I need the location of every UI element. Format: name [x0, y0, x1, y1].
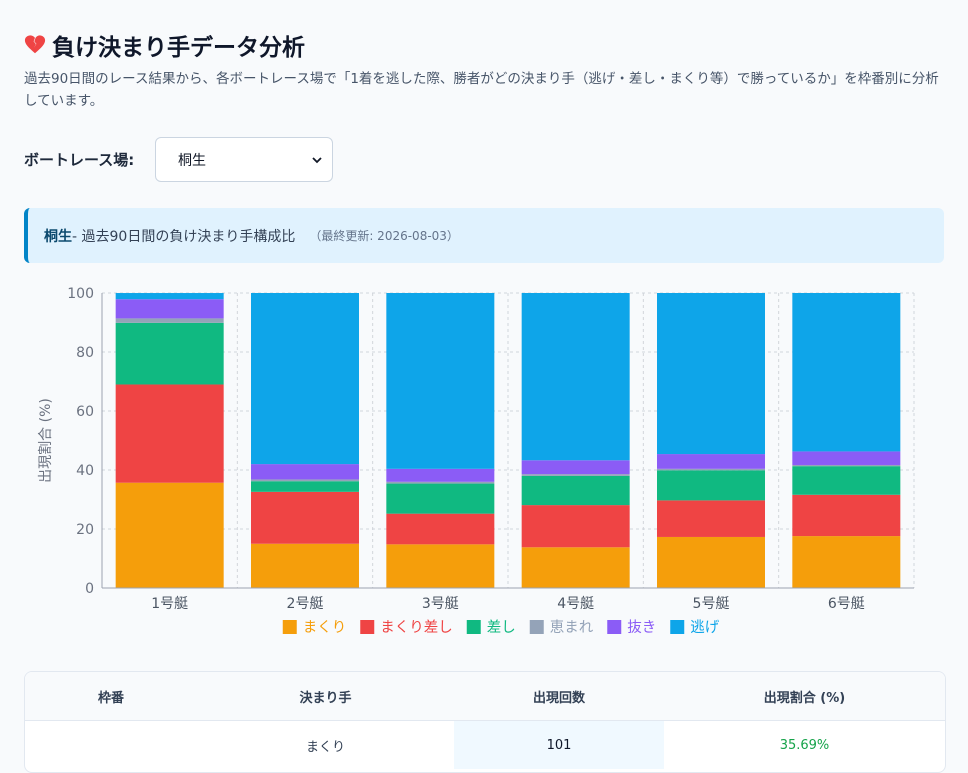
- venue-selector: ボートレース場: 桐生: [24, 137, 333, 182]
- stacked-bar-chart: 0 20 40 60 80 100 1号艇 2号艇 3号艇 4号艇 5号艇 6号艇 出現割合 (%) まく…: [37, 286, 915, 636]
- bar-segment: [792, 464, 901, 467]
- legend-swatch: [360, 620, 375, 634]
- legend-label: 逃げ: [690, 619, 719, 636]
- y-tick-label: 80: [76, 345, 94, 361]
- y-tick-label: 0: [85, 581, 94, 597]
- bar-segment: [521, 547, 630, 588]
- venue-select-value: 桐生: [178, 152, 206, 169]
- bar-segment: [115, 482, 224, 588]
- legend-label: まくり: [303, 620, 347, 636]
- bar-segment: [657, 454, 765, 469]
- legend-swatch: [670, 620, 685, 634]
- bar-segment: [386, 293, 495, 469]
- bar-segment: [251, 491, 359, 544]
- y-tick-label: 20: [76, 522, 94, 538]
- bar-segment: [386, 544, 495, 588]
- kimarite-table-card: 枠番 決まり手 出現回数 出現割合 (%) まくり 101 35.69%: [24, 671, 946, 773]
- bar-segment: [521, 474, 630, 476]
- legend-swatch: [466, 620, 481, 634]
- bar-segment: [521, 460, 630, 475]
- bar-segment: [251, 293, 359, 465]
- bar-segment: [657, 500, 765, 537]
- x-tick-label: 5号艇: [693, 596, 730, 612]
- page-title: 負け決まり手データ分析: [52, 35, 305, 61]
- summary-venue: 桐生: [44, 228, 72, 245]
- bar-segment: [657, 293, 765, 455]
- legend-label: 恵まれ: [550, 619, 594, 636]
- y-tick-label: 40: [76, 463, 94, 479]
- kimarite-table: 枠番 決まり手 出現回数 出現割合 (%) まくり 101 35.69%: [25, 672, 945, 769]
- bar-segment: [386, 513, 495, 545]
- bar-segment: [792, 536, 901, 588]
- bar-segment: [115, 299, 224, 319]
- x-tick-label: 6号艇: [828, 596, 865, 612]
- legend-swatch: [529, 620, 544, 634]
- chevron-down-icon: [312, 156, 322, 163]
- col-header-waku: 枠番: [25, 672, 197, 721]
- legend-swatch: [282, 620, 297, 634]
- kimarite-chart: 0 20 40 60 80 100 1号艇 2号艇 3号艇 4号艇 5号艇 6号艇 出現割合 (%) まく…: [24, 275, 944, 645]
- bar-segment: [521, 475, 630, 506]
- bar-segment: [251, 481, 359, 492]
- bar-segment: [521, 505, 630, 548]
- y-axis-label: 出現割合 (%): [37, 398, 54, 483]
- y-tick-label: 60: [76, 404, 94, 420]
- legend-label: 抜き: [627, 619, 656, 636]
- x-tick-label: 4号艇: [557, 596, 594, 612]
- bar-segment: [386, 483, 495, 514]
- col-header-count: 出現回数: [454, 672, 664, 721]
- bar-segment: [792, 494, 901, 537]
- x-tick-label: 2号艇: [287, 596, 324, 612]
- bar-segment: [521, 293, 630, 461]
- col-header-kimarite: 決まり手: [197, 672, 454, 721]
- bar-segment: [792, 466, 901, 495]
- col-header-pct: 出現割合 (%): [664, 672, 945, 721]
- cell-count: 101: [454, 720, 664, 769]
- legend-label: 差し: [487, 619, 516, 636]
- bar-segment: [657, 536, 765, 588]
- x-tick-label: 3号艇: [422, 596, 459, 612]
- bar-segment: [386, 468, 495, 482]
- y-tick-label: 100: [67, 286, 94, 302]
- bar-segment: [792, 293, 901, 452]
- summary-text: - 過去90日間の負け決まり手構成比: [72, 228, 296, 245]
- cell-kimarite: まくり: [305, 739, 345, 755]
- bar-segment: [792, 451, 901, 465]
- bar-segment: [115, 318, 224, 323]
- legend-label: まくり差し: [380, 619, 453, 636]
- venue-select-label: ボートレース場:: [24, 151, 135, 169]
- last-updated: （最終更新: 2026-08-03）: [309, 229, 459, 243]
- bar-segment: [251, 464, 359, 480]
- bar-segment: [657, 470, 765, 501]
- x-tick-label: 1号艇: [151, 596, 188, 612]
- cell-waku: [25, 721, 197, 770]
- bar-segment: [115, 384, 224, 483]
- summary-banner: 桐生 - 過去90日間の負け決まり手構成比 （最終更新: 2026-08-03）: [24, 208, 944, 263]
- broken-heart-icon: [24, 35, 46, 54]
- table-header-row: 枠番 決まり手 出現回数 出現割合 (%): [25, 672, 945, 721]
- legend-swatch: [607, 620, 622, 634]
- table-row: まくり 101 35.69%: [25, 720, 945, 770]
- bar-segment: [386, 481, 495, 484]
- bar-segment: [115, 293, 224, 300]
- bar-segment: [251, 479, 359, 482]
- page-header: 負け決まり手データ分析: [24, 28, 305, 62]
- bar-segment: [115, 322, 224, 385]
- venue-select[interactable]: 桐生: [155, 137, 333, 182]
- page-description: 過去90日間のレース結果から、各ボートレース場で「1着を逃した際、勝者がどの決ま…: [24, 71, 939, 109]
- bar-segment: [251, 543, 359, 588]
- cell-pct: 35.69%: [779, 737, 830, 753]
- bar-segment: [657, 468, 765, 471]
